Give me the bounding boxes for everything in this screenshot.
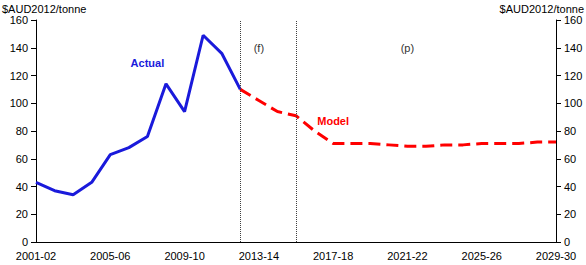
svg-text:2013-14: 2013-14 (239, 250, 279, 262)
svg-text:0: 0 (22, 236, 28, 248)
svg-text:2021-22: 2021-22 (387, 250, 427, 262)
svg-text:100: 100 (564, 97, 582, 109)
svg-text:$AUD2012/tonne: $AUD2012/tonne (2, 3, 86, 15)
svg-text:2029-30: 2029-30 (536, 250, 576, 262)
svg-text:20: 20 (16, 208, 28, 220)
svg-text:160: 160 (10, 14, 28, 26)
svg-text:80: 80 (564, 125, 576, 137)
svg-text:140: 140 (10, 42, 28, 54)
svg-text:$AUD2012/tonne: $AUD2012/tonne (500, 3, 584, 15)
svg-text:(f): (f) (254, 42, 264, 54)
svg-text:2009-10: 2009-10 (164, 250, 204, 262)
svg-text:2017-18: 2017-18 (313, 250, 353, 262)
svg-text:160: 160 (564, 14, 582, 26)
svg-text:40: 40 (16, 181, 28, 193)
svg-text:120: 120 (10, 70, 28, 82)
svg-text:60: 60 (564, 153, 576, 165)
svg-text:80: 80 (16, 125, 28, 137)
svg-text:20: 20 (564, 208, 576, 220)
svg-text:2025-26: 2025-26 (462, 250, 502, 262)
svg-text:Actual: Actual (131, 57, 165, 69)
svg-text:0: 0 (564, 236, 570, 248)
svg-text:2005-06: 2005-06 (90, 250, 130, 262)
svg-text:60: 60 (16, 153, 28, 165)
svg-text:(p): (p) (401, 42, 414, 54)
svg-text:40: 40 (564, 181, 576, 193)
svg-text:100: 100 (10, 97, 28, 109)
svg-text:140: 140 (564, 42, 582, 54)
svg-text:2001-02: 2001-02 (16, 250, 56, 262)
svg-text:120: 120 (564, 70, 582, 82)
svg-text:Model: Model (317, 115, 349, 127)
